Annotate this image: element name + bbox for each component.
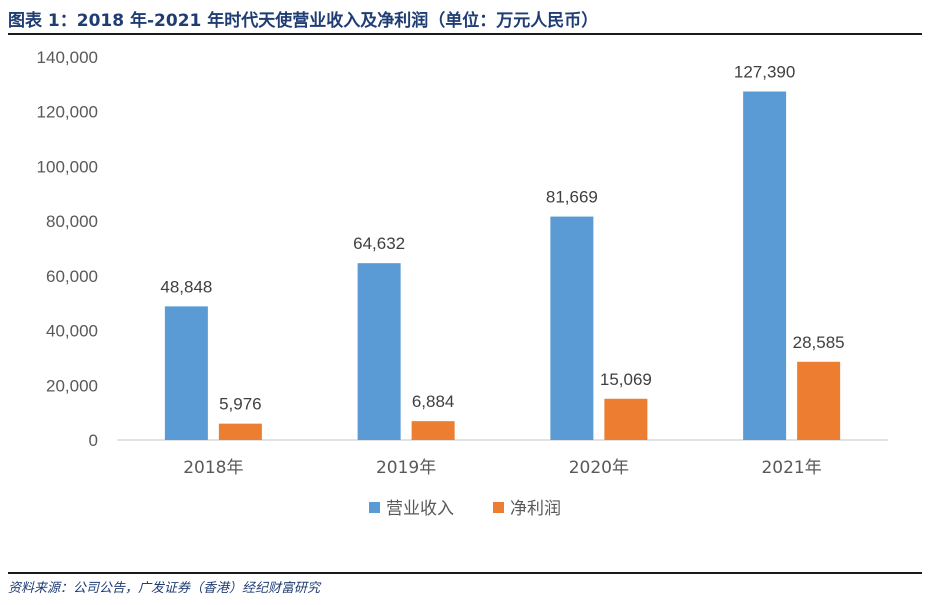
y-tick-label: 60,000 (46, 267, 98, 286)
y-tick-label: 120,000 (37, 103, 98, 122)
revenue-bar (743, 91, 787, 440)
net-profit-data-label: 28,585 (793, 333, 845, 352)
chart-title: 图表 1：2018 年-2021 年时代天使营业收入及净利润（单位：万元人民币） (8, 11, 599, 31)
legend-label-revenue: 营业收入 (386, 499, 454, 519)
y-axis-ticks: 0 20,000 40,000 60,000 80,000 100,000 120,000 1… (37, 48, 98, 450)
header-rule (8, 33, 922, 35)
legend-swatch-revenue (369, 502, 380, 513)
revenue-data-label: 127,390 (734, 62, 795, 81)
x-axis-categories: 2018年 2019年 2020年 2021年 (183, 458, 822, 478)
y-tick-label: 40,000 (46, 322, 98, 341)
y-tick-label: 20,000 (46, 376, 98, 395)
footer-rule (8, 572, 922, 574)
net-profit-data-label: 15,069 (600, 370, 652, 389)
revenue-data-label: 48,848 (160, 277, 212, 296)
revenue-data-label: 81,669 (546, 188, 598, 207)
revenue-bar (357, 263, 401, 440)
net-profit-bar (218, 423, 262, 440)
y-tick-label: 0 (89, 431, 98, 450)
y-tick-label: 140,000 (37, 48, 98, 67)
x-category-label: 2020年 (569, 458, 629, 478)
legend-swatch-net-profit (493, 502, 504, 513)
source-note: 资料来源：公司公告，广发证券（香港）经纪财富研究 (8, 581, 321, 596)
bar-chart: 0 20,000 40,000 60,000 80,000 100,000 120,000 1… (37, 48, 888, 519)
y-tick-label: 80,000 (46, 212, 98, 231)
net-profit-bar (604, 398, 648, 440)
y-tick-label: 100,000 (37, 157, 98, 176)
net-profit-data-label: 5,976 (219, 395, 262, 414)
legend: 营业收入 净利润 (369, 499, 561, 519)
net-profit-data-label: 6,884 (412, 392, 455, 411)
x-category-label: 2018年 (183, 458, 243, 478)
data-labels: 48,848 5,976 64,632 6,884 81,669 15,069 127,39… (160, 62, 844, 413)
net-profit-bar (797, 361, 841, 440)
x-category-label: 2021年 (761, 458, 821, 478)
net-profit-bar (411, 421, 455, 440)
x-category-label: 2019年 (376, 458, 436, 478)
legend-label-net-profit: 净利润 (510, 499, 561, 519)
revenue-bar (164, 306, 208, 440)
revenue-bar (550, 216, 594, 440)
bar-group (164, 91, 841, 440)
revenue-data-label: 64,632 (353, 234, 405, 253)
